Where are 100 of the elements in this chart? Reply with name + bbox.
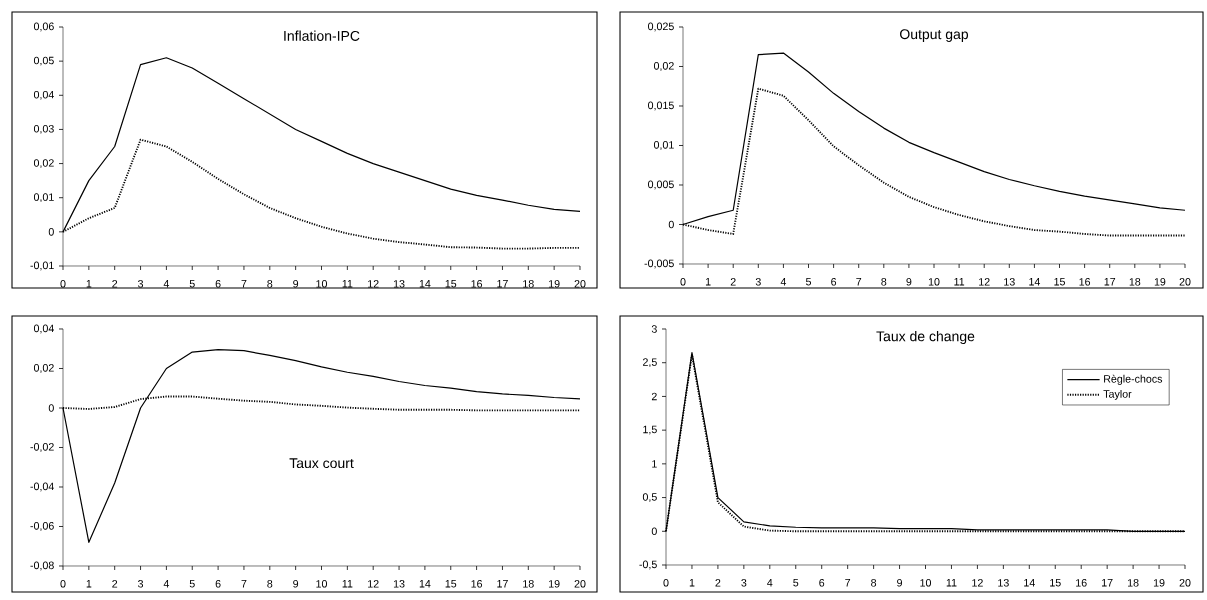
chart-title: Output gap [900, 29, 969, 42]
x-tick-label: 12 [368, 580, 379, 588]
x-tick-label: 6 [831, 278, 837, 286]
x-tick-label: 16 [471, 580, 483, 588]
x-tick-label: 14 [1024, 579, 1035, 587]
x-tick-label: 1 [86, 580, 92, 588]
x-tick-label: 2 [112, 280, 118, 288]
x-tick-label: 16 [1076, 579, 1087, 587]
x-tick-label: 18 [523, 280, 534, 288]
x-tick-label: 19 [1154, 278, 1166, 286]
x-tick-label: 3 [137, 580, 144, 588]
chart-title: Taux de change [876, 331, 975, 345]
x-tick-label: 13 [998, 579, 1009, 587]
legend-label: Règle-chocs [1104, 374, 1163, 385]
x-tick-label: 9 [293, 580, 299, 588]
y-tick-label: 0,01 [33, 193, 54, 203]
y-tick-label: 0,06 [33, 22, 54, 32]
x-tick-label: 0 [60, 280, 66, 288]
x-tick-label: 2 [730, 278, 736, 286]
y-tick-label: -0,005 [644, 259, 674, 269]
y-tick-label: 0 [48, 404, 54, 412]
y-tick-label: 0,04 [33, 324, 54, 334]
x-tick-label: 20 [1179, 579, 1191, 587]
x-tick-label: 5 [793, 579, 799, 587]
x-tick-label: 13 [1004, 278, 1015, 286]
x-tick-label: 16 [471, 280, 483, 288]
x-tick-label: 2 [112, 580, 118, 588]
x-tick-label: 3 [137, 280, 144, 288]
x-tick-label: 14 [1029, 278, 1041, 286]
x-tick-label: 11 [946, 579, 957, 587]
y-tick-label: -0,08 [30, 561, 54, 571]
x-tick-label: 0 [680, 278, 686, 286]
x-tick-label: 15 [445, 280, 457, 288]
x-tick-label: 5 [189, 580, 195, 588]
x-tick-label: 13 [393, 580, 405, 588]
x-tick-label: 20 [1179, 278, 1191, 286]
x-tick-label: 16 [1079, 278, 1091, 286]
x-tick-label: 8 [871, 579, 877, 587]
x-tick-label: 19 [549, 580, 560, 588]
x-tick-label: 11 [342, 280, 353, 288]
x-tick-label: 13 [393, 280, 405, 288]
x-tick-label: 17 [497, 280, 508, 288]
x-tick-label: 9 [906, 278, 912, 286]
x-tick-label: 8 [267, 280, 273, 288]
y-tick-label: 2 [651, 392, 657, 401]
x-tick-label: 7 [845, 579, 851, 587]
y-tick-label: 2,5 [643, 358, 657, 368]
x-tick-label: 1 [689, 579, 695, 587]
legend-label: Taylor [1103, 389, 1132, 400]
x-tick-label: 9 [897, 579, 903, 587]
x-tick-label: 12 [368, 280, 379, 288]
y-tick-label: 0,025 [648, 22, 674, 32]
y-tick-label: 1 [652, 460, 657, 468]
x-tick-label: 12 [979, 278, 990, 286]
x-tick-label: 10 [316, 280, 328, 288]
x-tick-label: 3 [741, 579, 747, 587]
x-tick-label: 11 [342, 580, 353, 588]
text: Taux court [289, 458, 354, 469]
y-tick-label: 0,02 [33, 159, 54, 168]
x-tick-label: 15 [445, 580, 457, 588]
x-tick-label: 14 [419, 280, 431, 288]
y-tick-label: -0,06 [30, 522, 54, 531]
y-tick-label: 0 [668, 220, 674, 229]
x-tick-label: 12 [972, 579, 983, 587]
x-tick-label: 15 [1050, 579, 1061, 587]
x-tick-label: 8 [881, 278, 887, 286]
x-tick-label: 4 [163, 280, 170, 288]
x-tick-label: 10 [928, 278, 940, 286]
y-tick-label: 3 [651, 325, 657, 333]
x-tick-label: 18 [1127, 579, 1139, 587]
x-tick-label: 7 [856, 278, 862, 286]
y-tick-label: 0,01 [653, 141, 674, 150]
x-tick-label: 8 [267, 580, 273, 588]
x-tick-label: 10 [316, 580, 328, 588]
y-tick-label: 1,5 [643, 425, 657, 435]
x-tick-label: 4 [163, 580, 170, 588]
y-tick-label: 0,015 [648, 101, 674, 111]
x-tick-label: 9 [293, 280, 299, 288]
y-tick-label: 0,04 [33, 90, 54, 100]
chart-title: Inflation-IPC [284, 30, 360, 41]
y-tick-label: 0,005 [648, 180, 674, 190]
y-tick-label: 0,5 [642, 493, 657, 502]
x-tick-label: 5 [805, 278, 812, 286]
y-tick-label: 0 [48, 228, 54, 236]
y-tick-label: 0,03 [33, 125, 54, 134]
x-tick-label: 6 [215, 580, 221, 588]
y-tick-label: 0,02 [33, 364, 54, 373]
y-tick-label: 0 [651, 527, 657, 536]
x-tick-label: 4 [767, 579, 773, 587]
y-tick-label: -0,04 [30, 482, 54, 492]
x-tick-label: 6 [819, 579, 825, 587]
x-tick-label: 1 [705, 278, 711, 286]
x-tick-label: 7 [241, 280, 247, 288]
y-tick-label: 0,02 [653, 62, 674, 71]
x-tick-label: 6 [215, 280, 221, 288]
y-tick-label: -0,01 [30, 261, 54, 271]
x-tick-label: 10 [920, 579, 932, 587]
x-tick-label: 3 [755, 278, 761, 286]
x-tick-label: 2 [715, 579, 721, 587]
x-tick-label: 18 [523, 580, 534, 588]
